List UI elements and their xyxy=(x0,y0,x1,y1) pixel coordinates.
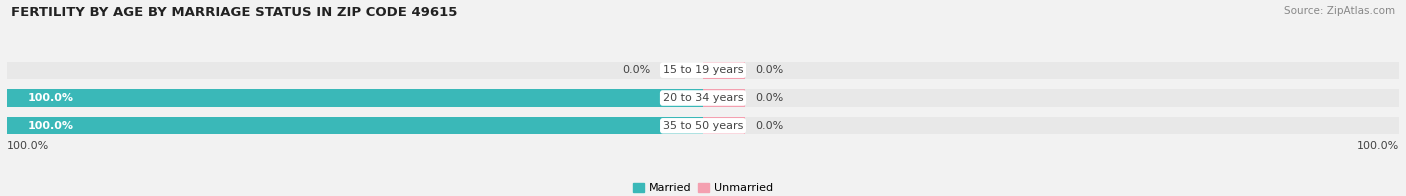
Bar xyxy=(7,89,703,107)
Text: Source: ZipAtlas.com: Source: ZipAtlas.com xyxy=(1284,6,1395,16)
Text: 0.0%: 0.0% xyxy=(755,121,783,131)
Bar xyxy=(703,117,1399,134)
Text: 0.0%: 0.0% xyxy=(623,65,651,75)
Bar xyxy=(703,62,1399,79)
Bar xyxy=(703,62,745,79)
Bar xyxy=(7,89,703,107)
Bar xyxy=(7,117,703,134)
Text: 20 to 34 years: 20 to 34 years xyxy=(662,93,744,103)
Text: 0.0%: 0.0% xyxy=(755,65,783,75)
Text: FERTILITY BY AGE BY MARRIAGE STATUS IN ZIP CODE 49615: FERTILITY BY AGE BY MARRIAGE STATUS IN Z… xyxy=(11,6,457,19)
Legend: Married, Unmarried: Married, Unmarried xyxy=(628,178,778,196)
Text: 15 to 19 years: 15 to 19 years xyxy=(662,65,744,75)
Bar xyxy=(703,117,745,134)
Bar xyxy=(7,117,703,134)
Text: 100.0%: 100.0% xyxy=(28,93,75,103)
Bar xyxy=(7,62,703,79)
Text: 100.0%: 100.0% xyxy=(28,121,75,131)
Text: 35 to 50 years: 35 to 50 years xyxy=(662,121,744,131)
Bar xyxy=(703,89,1399,107)
Text: 100.0%: 100.0% xyxy=(7,141,49,151)
Text: 100.0%: 100.0% xyxy=(1357,141,1399,151)
Text: 0.0%: 0.0% xyxy=(755,93,783,103)
Bar xyxy=(703,89,745,107)
